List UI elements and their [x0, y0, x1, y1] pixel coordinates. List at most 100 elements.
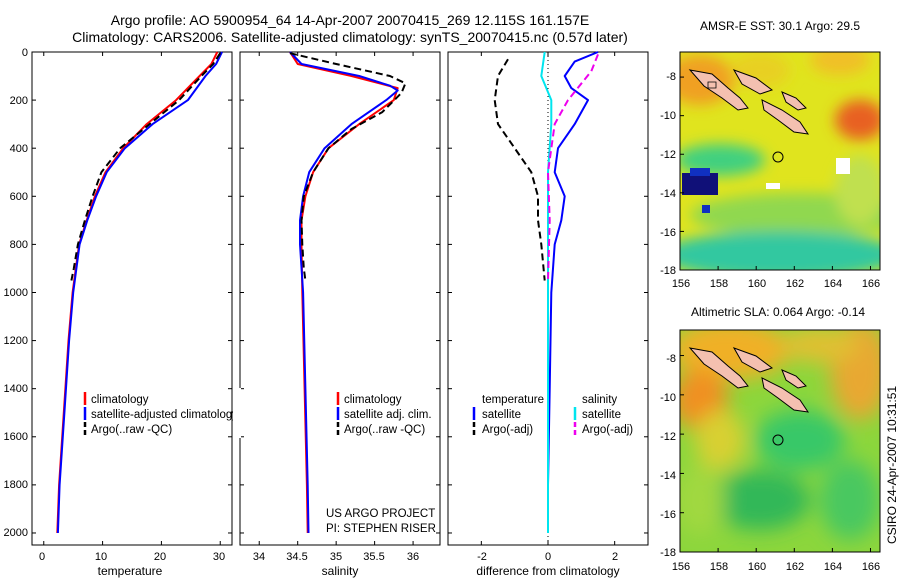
- tick-label: 200: [10, 95, 28, 107]
- sla-high-patch: [695, 410, 745, 470]
- salinity-axis-label: salinity: [322, 564, 359, 578]
- tick-label: 2000: [4, 527, 28, 539]
- argo-location-marker: [772, 151, 784, 163]
- tick-label: 156: [672, 278, 690, 290]
- tick-label: -8: [666, 353, 676, 365]
- tick-label: 20: [154, 551, 166, 563]
- sla-low-patch: [820, 460, 880, 540]
- tick-label: -14: [660, 188, 676, 200]
- tick-label: 1800: [4, 479, 28, 491]
- tick-label: 166: [862, 561, 880, 573]
- sst-cold-cell: [690, 168, 710, 176]
- tick-label: -8: [666, 71, 676, 83]
- salinity-x-axis: 34 34.5 35 35.5 36 salinity: [253, 52, 419, 578]
- tick-label: -10: [660, 110, 676, 122]
- tick-label: 1600: [4, 431, 28, 443]
- tick-label: -18: [660, 547, 676, 559]
- tick-label: -2: [477, 551, 487, 563]
- series-line-salinity-argo-adj-: [547, 54, 599, 281]
- legend-label: climatology: [344, 394, 402, 406]
- timestamp: CSIRO 24-Apr-2007 10:31:51: [885, 386, 899, 544]
- tick-label: 36: [407, 551, 419, 563]
- legend-label: climatology: [91, 394, 149, 406]
- argo-location-marker: [772, 434, 784, 446]
- legend-title-salinity: salinity: [582, 394, 617, 406]
- difference-axis-label: difference from climatology: [476, 564, 619, 578]
- series-line-temperature-satellite: [547, 51, 599, 533]
- tick-label: -10: [660, 392, 676, 404]
- legend-label: satellite: [582, 409, 621, 421]
- tick-label: 166: [862, 278, 880, 290]
- tick-label: 164: [824, 278, 842, 290]
- island-shape: [688, 69, 749, 111]
- tick-label: -14: [660, 470, 676, 482]
- sla-map-axes: -8 -10 -12 -14 -16 -18 156 158 160 162 1…: [660, 353, 880, 573]
- tick-label: 400: [10, 143, 28, 155]
- tick-label: 800: [10, 239, 28, 251]
- tick-label: -16: [660, 227, 676, 239]
- legend-label: satellite adj. clim.: [344, 409, 432, 421]
- legend-title-temperature: temperature: [482, 394, 544, 406]
- series-line-temperature-argo-adj-: [493, 58, 546, 281]
- sst-map-axes: -8 -10 -12 -14 -16 -18 156 158 160 162 1…: [660, 71, 880, 290]
- tick-label: 600: [10, 191, 28, 203]
- title-line-2: Climatology: CARS2006. Satellite-adjuste…: [72, 29, 628, 45]
- sla-heatmap: [680, 330, 880, 552]
- tick-label: 160: [748, 561, 766, 573]
- series-line-satellite-adj-clim-: [289, 51, 399, 534]
- sst-map-frame: [679, 51, 881, 271]
- salinity-panel: [239, 51, 441, 546]
- sst-cool-patch: [680, 231, 880, 270]
- island-shape: [688, 347, 749, 389]
- series-line-satellite-adjusted-climatology: [56, 51, 223, 534]
- sla-mid-patch: [680, 465, 725, 535]
- series-line-argo-raw-qc-: [70, 52, 222, 281]
- island-shape: [732, 347, 774, 373]
- tick-label: -16: [660, 509, 676, 521]
- tick-label: 34.5: [286, 551, 307, 563]
- legend-label: Argo(..raw -QC): [91, 424, 172, 436]
- sst-warm-patch: [810, 52, 870, 75]
- island-shape: [781, 369, 807, 389]
- project-credit: US ARGO PROJECT: [326, 508, 435, 520]
- tick-label: 35.5: [363, 551, 384, 563]
- tick-label: -12: [660, 149, 676, 161]
- difference-x-axis: -2 0 2 difference from climatology: [476, 52, 620, 578]
- sst-missing-cell: [836, 158, 850, 174]
- tick-label: 0: [545, 551, 551, 563]
- tick-label: 162: [786, 561, 804, 573]
- tick-label: 162: [786, 278, 804, 290]
- legend-label: satellite-adjusted climatology: [91, 409, 238, 421]
- legend-label: Argo(..raw -QC): [344, 424, 425, 436]
- difference-legend: temperature salinity satellite Argo(-adj…: [472, 394, 633, 436]
- sst-missing-cell: [766, 183, 780, 189]
- island-shape: [781, 91, 807, 111]
- sst-cold-cell: [702, 205, 710, 213]
- legend-clip-mask: [233, 388, 241, 438]
- sst-map-title: AMSR-E SST: 30.1 Argo: 29.5: [700, 19, 860, 33]
- sst-cool-patch: [690, 193, 880, 237]
- series-line-argo-raw-qc-: [289, 52, 407, 281]
- tick-label: 10: [95, 551, 107, 563]
- pi-credit: PI: STEPHEN RISER: [326, 523, 436, 535]
- tick-label: 164: [824, 561, 842, 573]
- tick-label: 30: [213, 551, 225, 563]
- tick-label: 156: [672, 561, 690, 573]
- sst-cool-patch: [680, 144, 765, 176]
- sst-cold-cell: [682, 173, 718, 195]
- profile-series: [56, 51, 599, 534]
- sla-field-blobs: [680, 330, 880, 540]
- legend-label: Argo(-adj): [582, 424, 633, 436]
- salinity-legend: climatology satellite adj. clim. Argo(..…: [336, 392, 432, 436]
- depth-axis: [32, 51, 648, 534]
- sst-warm-patch: [835, 100, 880, 140]
- tick-label: 1000: [4, 287, 28, 299]
- legend-label: satellite: [482, 409, 521, 421]
- tick-label: 1400: [4, 383, 28, 395]
- tick-label: -12: [660, 431, 676, 443]
- island-shape: [732, 69, 774, 95]
- series-line-salinity-satellite: [540, 51, 553, 533]
- tick-label: 35: [330, 551, 342, 563]
- sla-low-patch: [710, 470, 810, 530]
